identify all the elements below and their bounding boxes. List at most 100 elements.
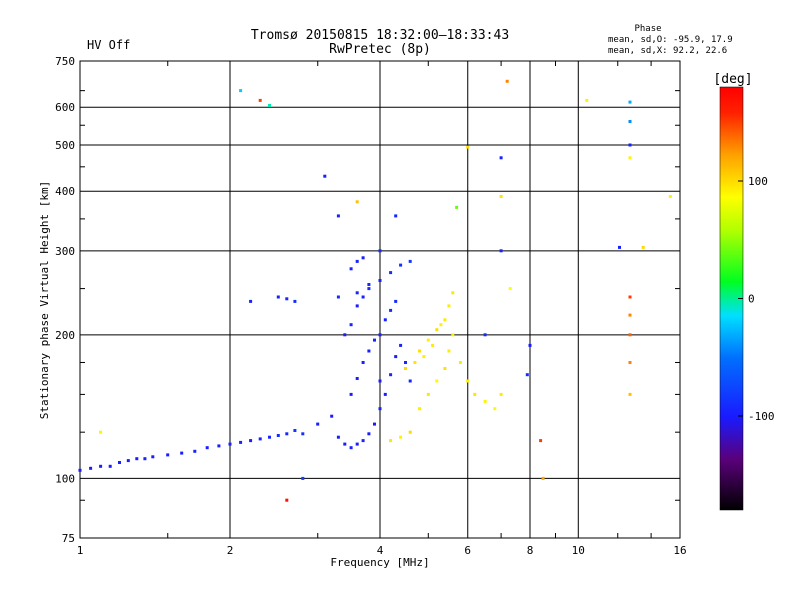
data-point: [78, 468, 82, 472]
data-point: [541, 476, 545, 480]
data-point: [336, 435, 340, 439]
x-axis-label: Frequency [MHz]: [330, 556, 429, 569]
data-point: [367, 432, 371, 436]
chart-subtitle: RwPretec (8p): [329, 42, 431, 57]
y-tick-label: 100: [55, 472, 75, 485]
colorbar-label: [deg]: [713, 72, 752, 87]
data-point: [422, 355, 426, 359]
x-tick-label: 6: [464, 544, 471, 557]
y-tick-labels: 75 100 200 300 400 500 600 750: [55, 55, 75, 545]
data-point: [408, 430, 412, 434]
data-point: [451, 333, 455, 337]
data-point: [301, 476, 305, 480]
data-point: [389, 308, 393, 312]
data-point: [355, 200, 359, 204]
data-point: [193, 449, 197, 453]
x-tick-labels: 1 2 4 6 8 10 16: [77, 544, 687, 557]
data-point: [268, 435, 271, 439]
data-point: [349, 446, 353, 450]
data-point: [143, 457, 147, 461]
data-point: [349, 392, 353, 396]
data-point: [367, 287, 371, 291]
data-point: [205, 446, 209, 450]
data-point: [394, 355, 398, 359]
data-point: [293, 299, 297, 303]
data-point: [249, 299, 253, 303]
data-point: [301, 432, 305, 436]
axis-ticks: [80, 61, 680, 538]
data-point: [628, 392, 632, 396]
data-point: [367, 283, 371, 286]
data-point: [361, 295, 365, 299]
data-point: [466, 145, 470, 149]
data-point: [628, 313, 632, 317]
data-point: [343, 442, 347, 446]
data-point: [499, 156, 503, 160]
data-point: [628, 295, 632, 299]
data-point: [336, 214, 340, 218]
x-tick-label: 4: [377, 544, 384, 557]
data-point: [435, 328, 439, 332]
data-point: [641, 245, 645, 249]
data-point: [426, 392, 430, 396]
data-point: [443, 367, 447, 370]
data-point: [361, 256, 365, 260]
data-point: [466, 379, 470, 383]
data-point: [373, 338, 376, 342]
data-point: [276, 434, 280, 437]
data-point: [483, 399, 487, 403]
colorbar-tick-label: -100: [748, 410, 775, 423]
data-point: [258, 437, 262, 441]
data-point: [508, 287, 512, 291]
x-tick-label: 10: [572, 544, 585, 557]
data-point: [628, 333, 632, 337]
data-point: [323, 174, 327, 178]
data-point: [383, 318, 387, 322]
data-point: [99, 464, 103, 468]
data-point: [217, 444, 221, 448]
data-point: [399, 343, 403, 347]
data-point: [336, 295, 340, 299]
y-axis-label: Stationary phase Virtual Height [km]: [38, 181, 51, 419]
y-tick-label: 75: [62, 532, 75, 545]
data-point: [180, 451, 184, 455]
data-point: [628, 156, 632, 160]
data-point: [389, 439, 393, 443]
data-point: [378, 407, 382, 411]
data-point: [343, 333, 347, 337]
data-point: [483, 333, 487, 337]
data-point: [276, 295, 280, 299]
data-point: [378, 279, 382, 282]
data-point: [628, 120, 632, 123]
colorbar-ticks: 100 0 -100: [738, 175, 775, 423]
data-point: [89, 466, 93, 470]
data-point: [408, 379, 412, 383]
data-point: [228, 442, 232, 446]
y-tick-label: 500: [55, 139, 75, 152]
data-point: [404, 367, 407, 370]
data-point: [293, 429, 297, 432]
colorbar-tick-label: 0: [748, 293, 755, 306]
data-point: [383, 392, 387, 396]
data-point: [126, 459, 130, 463]
data-point: [399, 435, 403, 439]
data-point: [355, 377, 359, 380]
data-point: [418, 349, 421, 353]
data-point: [408, 259, 412, 263]
y-tick-label: 600: [55, 101, 75, 114]
data-point: [373, 422, 376, 426]
data-point: [389, 271, 393, 275]
data-point: [399, 263, 403, 267]
chart-title: Tromsø 20150815 18:32:00–18:33:43: [251, 28, 509, 43]
y-tick-label: 750: [55, 55, 75, 68]
x-tick-label: 8: [527, 544, 534, 557]
data-point: [628, 100, 632, 104]
data-point: [268, 104, 271, 107]
data-point: [451, 291, 455, 295]
data-point: [316, 422, 320, 426]
data-point: [285, 297, 289, 301]
data-point: [499, 195, 503, 198]
x-tick-label: 1: [77, 544, 84, 557]
data-point: [361, 439, 365, 443]
